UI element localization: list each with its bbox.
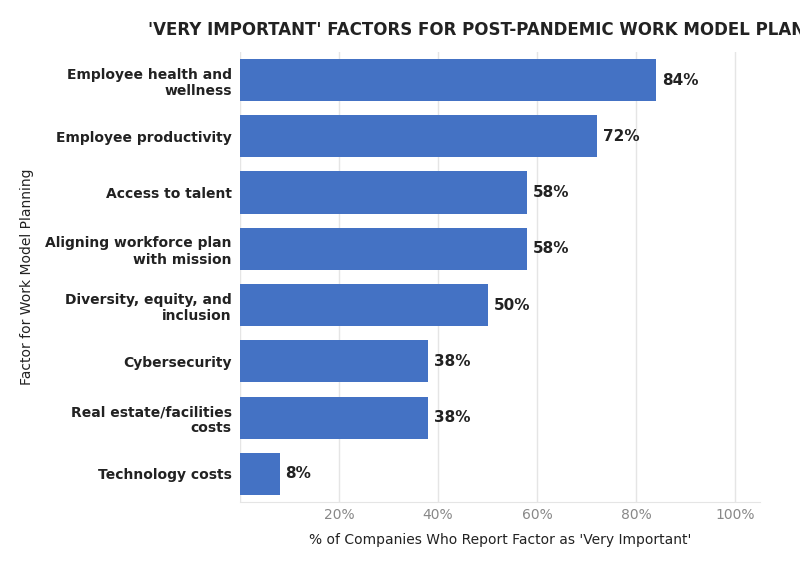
Text: 38%: 38%	[434, 354, 470, 369]
Text: 8%: 8%	[286, 466, 311, 481]
Bar	[240, 396, 428, 439]
Bar	[240, 115, 597, 158]
Bar	[240, 340, 428, 383]
Bar	[240, 171, 527, 213]
Title: 'VERY IMPORTANT' FACTORS FOR POST-PANDEMIC WORK MODEL PLANNING: 'VERY IMPORTANT' FACTORS FOR POST-PANDEM…	[148, 21, 800, 39]
Text: 72%: 72%	[602, 129, 639, 144]
X-axis label: % of Companies Who Report Factor as 'Very Important': % of Companies Who Report Factor as 'Ver…	[309, 533, 691, 546]
Text: 38%: 38%	[434, 410, 470, 425]
Bar	[240, 284, 488, 326]
Text: 58%: 58%	[533, 241, 570, 256]
Text: 50%: 50%	[494, 298, 530, 313]
Bar	[240, 228, 527, 270]
Bar	[240, 453, 280, 495]
Text: 58%: 58%	[533, 185, 570, 200]
Bar	[240, 59, 656, 101]
Y-axis label: Factor for Work Model Planning: Factor for Work Model Planning	[20, 168, 34, 385]
Text: 84%: 84%	[662, 73, 698, 88]
